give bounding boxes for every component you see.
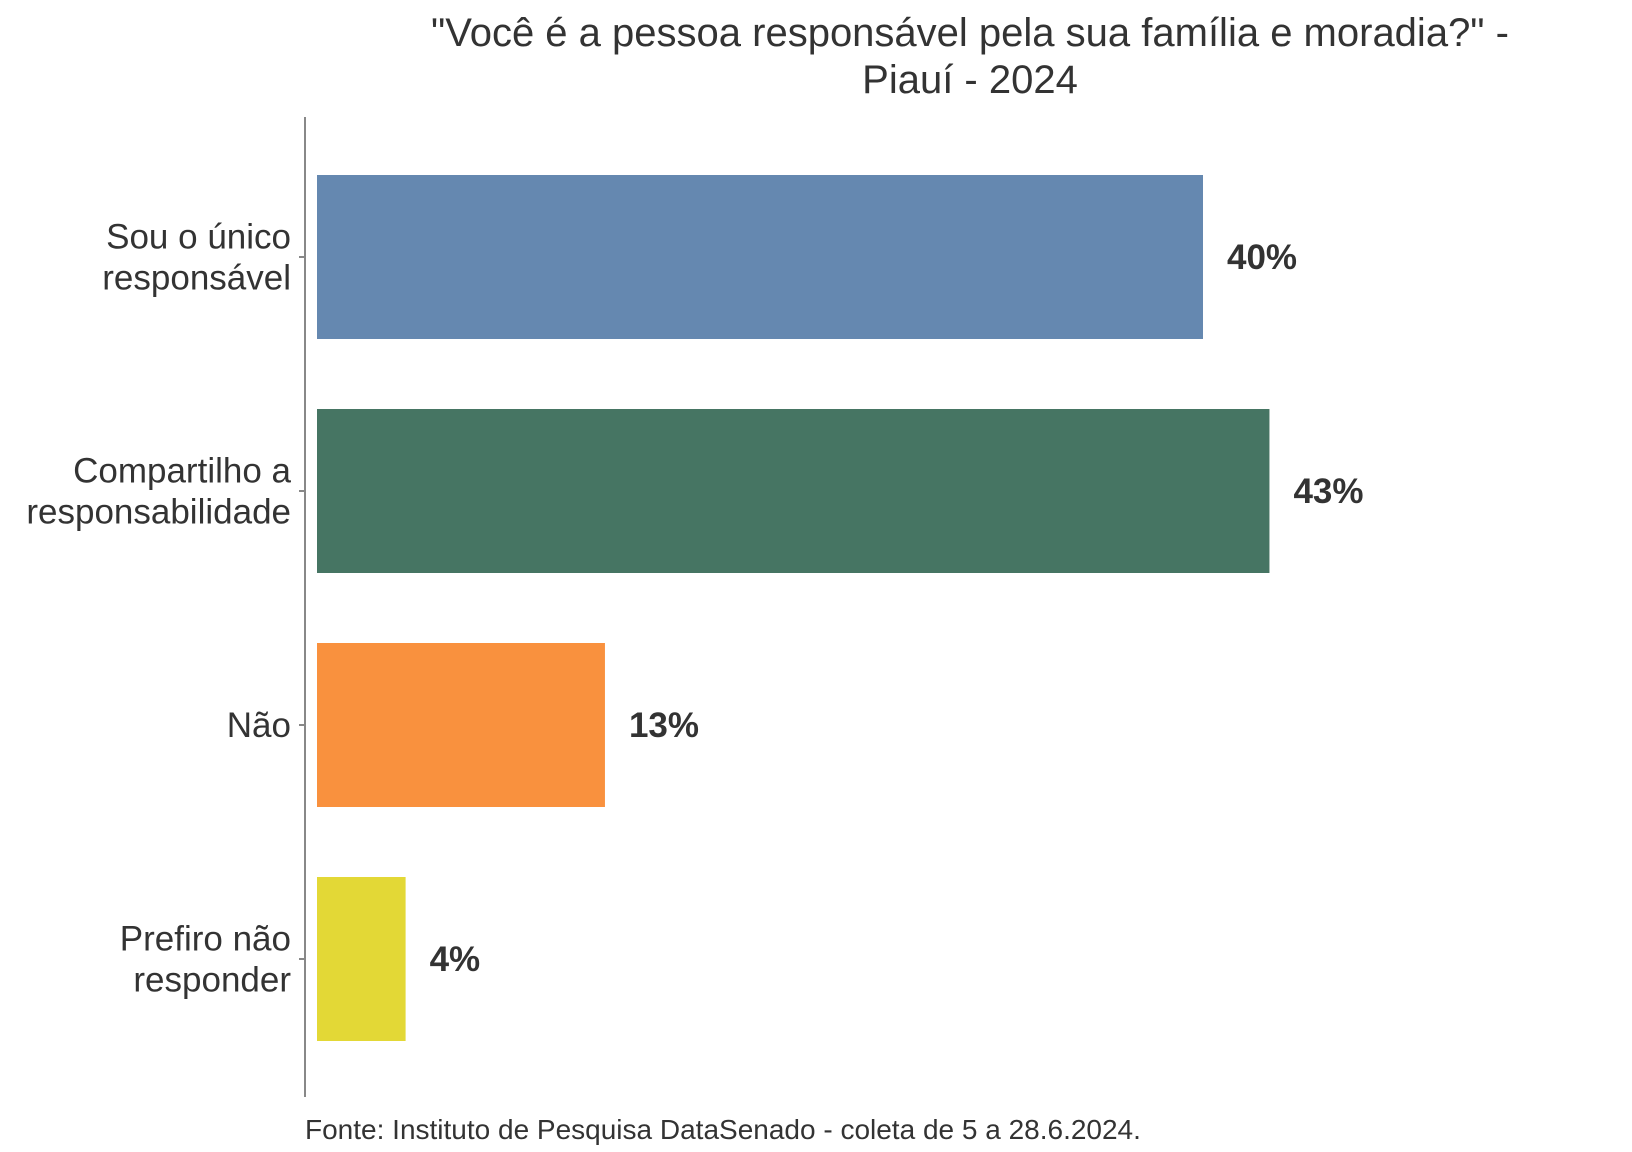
category-label-0-line-0: Sou o único xyxy=(106,218,291,257)
chart-title-line-2: Piauí - 2024 xyxy=(862,58,1078,102)
bar-1 xyxy=(317,409,1270,573)
value-label-0: 40% xyxy=(1227,238,1297,277)
category-label-0-line-1: responsável xyxy=(102,259,291,298)
category-label-1-line-0: Compartilho a xyxy=(73,452,291,491)
value-label-3: 4% xyxy=(430,940,481,979)
chart-caption: Fonte: Instituto de Pesquisa DataSenado … xyxy=(305,1114,1141,1145)
category-label-3-line-1: responder xyxy=(133,961,291,1000)
chart-title: "Você é a pessoa responsável pela sua fa… xyxy=(360,10,1580,104)
category-label-1-line-1: responsabilidade xyxy=(26,493,291,532)
value-label-2: 13% xyxy=(629,706,699,745)
chart-title-line-1: "Você é a pessoa responsável pela sua fa… xyxy=(431,11,1509,55)
category-label-3: Prefiro não responder xyxy=(120,920,292,1000)
bar-0 xyxy=(317,175,1203,339)
category-label-1: Compartilho a responsabilidade xyxy=(26,452,291,532)
category-label-2: Não xyxy=(227,706,291,745)
category-label-2-line-0: Não xyxy=(227,706,291,745)
category-label-3-line-0: Prefiro não xyxy=(120,920,291,959)
bar-2 xyxy=(317,643,605,807)
value-label-1: 43% xyxy=(1293,472,1363,511)
category-label-0: Sou o único responsável xyxy=(102,218,291,298)
bar-3 xyxy=(317,877,406,1041)
